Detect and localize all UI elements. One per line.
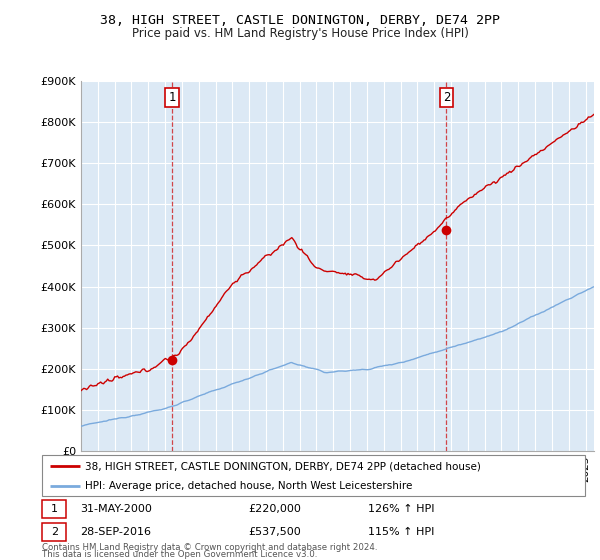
FancyBboxPatch shape [42,455,585,496]
Text: 38, HIGH STREET, CASTLE DONINGTON, DERBY, DE74 2PP: 38, HIGH STREET, CASTLE DONINGTON, DERBY… [100,14,500,27]
Text: 2: 2 [50,527,58,537]
Text: 126% ↑ HPI: 126% ↑ HPI [368,505,434,514]
Text: 2: 2 [443,91,450,104]
Text: £220,000: £220,000 [248,505,301,514]
Text: 1: 1 [168,91,176,104]
Text: Contains HM Land Registry data © Crown copyright and database right 2024.: Contains HM Land Registry data © Crown c… [42,543,377,552]
Text: This data is licensed under the Open Government Licence v3.0.: This data is licensed under the Open Gov… [42,550,317,559]
Text: 31-MAY-2000: 31-MAY-2000 [80,505,152,514]
Text: HPI: Average price, detached house, North West Leicestershire: HPI: Average price, detached house, Nort… [85,480,413,491]
FancyBboxPatch shape [42,500,67,519]
Text: 115% ↑ HPI: 115% ↑ HPI [368,527,434,537]
Text: Price paid vs. HM Land Registry's House Price Index (HPI): Price paid vs. HM Land Registry's House … [131,27,469,40]
Text: £537,500: £537,500 [248,527,301,537]
Text: 1: 1 [51,505,58,514]
Text: 28-SEP-2016: 28-SEP-2016 [80,527,151,537]
FancyBboxPatch shape [42,523,67,541]
Text: 38, HIGH STREET, CASTLE DONINGTON, DERBY, DE74 2PP (detached house): 38, HIGH STREET, CASTLE DONINGTON, DERBY… [85,461,481,471]
